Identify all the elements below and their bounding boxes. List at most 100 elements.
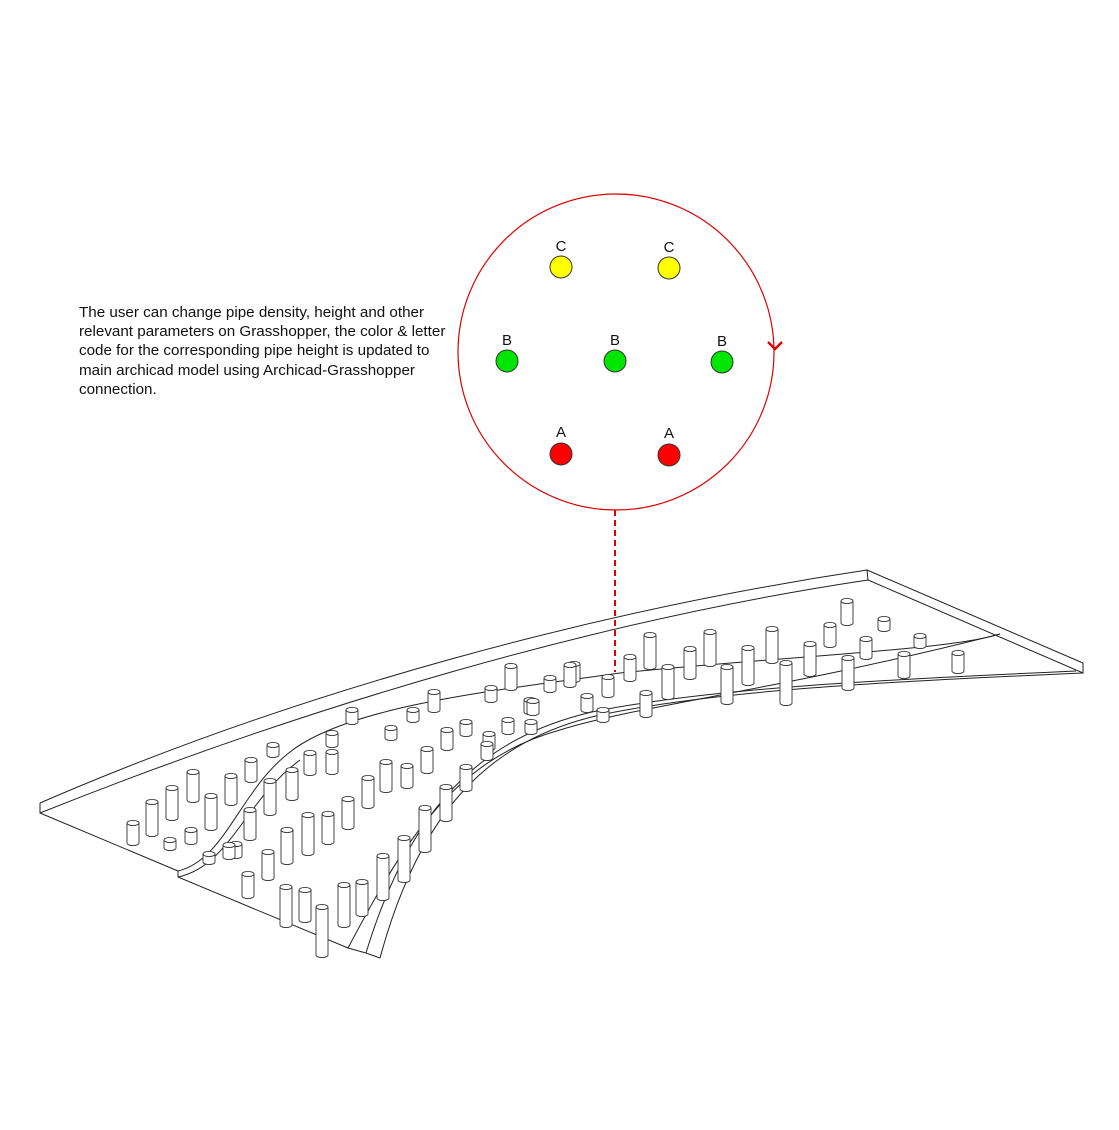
marker-dot [658,257,680,279]
pipe-top [377,853,389,858]
pipe-top [302,812,314,817]
pipe-top [342,796,354,801]
marker-b: B [604,332,626,372]
pipe [860,636,872,659]
pipe-body [841,601,853,626]
pipe-top [242,871,254,876]
pipe-body [244,810,256,841]
pipe [264,778,276,815]
pipe-top [223,842,235,847]
pipe-top [407,707,419,712]
marker-dot [550,256,572,278]
pipe-body [428,692,440,713]
pipe-top [914,633,926,638]
slab-front-edge [380,673,1083,958]
pipe [662,664,674,699]
pipe-top [952,650,964,655]
marker-c: C [658,239,680,279]
pipe-body [898,654,910,679]
pipe-body [262,852,274,881]
pipe [316,904,328,957]
pipe [225,773,237,805]
pipe-top [322,811,334,816]
pipe-body [662,667,674,700]
pipe [441,727,453,750]
marker-dot [550,443,572,465]
pipe-body [640,693,652,718]
marker-label: A [664,425,674,442]
pipe [346,707,358,724]
marker-label: C [556,238,567,255]
pipe [544,675,556,692]
pipe-top [780,660,792,665]
pipe-body [356,882,368,917]
marker-a: A [658,425,680,466]
pipe [766,626,778,663]
pipe-top [304,750,316,755]
pipe [914,633,926,648]
pipe-top [525,719,537,724]
pipe-body [704,632,716,667]
pipe [481,741,493,760]
pipe-group [127,598,964,957]
pipe-body [225,776,237,806]
pipe-top [684,646,696,651]
pipe-body [281,830,293,865]
pipe-top [662,664,674,669]
pipe-top [581,693,593,698]
pipe-top [245,757,257,762]
pipe-body [316,907,328,958]
pipe-body [380,762,392,793]
marker-dot [496,350,518,372]
pipe-body [299,890,311,923]
pipe-top [187,769,199,774]
pipe-top [640,690,652,695]
pipe-top [244,807,256,812]
pipe-top [440,784,452,789]
pipe-body [326,752,338,775]
pipe-top [860,636,872,641]
ramp-upper-curve [178,634,1000,871]
pipe [440,784,452,821]
pipe-top [878,616,890,621]
pipe [356,879,368,916]
pipe-body [127,823,139,846]
marker-b: B [496,332,518,372]
pipe-top [824,622,836,627]
pipe-body [441,730,453,751]
pipe-top [564,662,576,667]
pipe-top [485,685,497,690]
pipe [245,757,257,782]
pipe [898,651,910,678]
marker-label: A [556,424,566,441]
pipe-top [766,626,778,631]
pipe-top [316,904,328,909]
pipe-top [326,749,338,754]
pipe-top [346,707,358,712]
pipe-top [362,775,374,780]
pipe-body [242,874,254,899]
pipe [428,689,440,712]
pipe-body [766,629,778,664]
slab-top-outer-edge [40,570,867,803]
pipe [525,719,537,734]
pipe-body [302,815,314,856]
pipe-body [780,663,792,706]
pipe [205,793,217,830]
pipe [223,842,235,859]
pipe [804,641,816,676]
pipe [841,598,853,625]
pipe-top [385,725,397,730]
pipe-top [338,882,350,887]
pipe [421,746,433,773]
pipe-body [860,639,872,660]
pipe-top [401,763,413,768]
pipe-body [742,648,754,686]
pipe [203,851,215,864]
pipe [164,837,176,850]
pipe-top [203,851,215,856]
pipe [407,707,419,722]
pipe-top [185,827,197,832]
pipe-body [342,799,354,830]
pipe-top [644,632,656,637]
